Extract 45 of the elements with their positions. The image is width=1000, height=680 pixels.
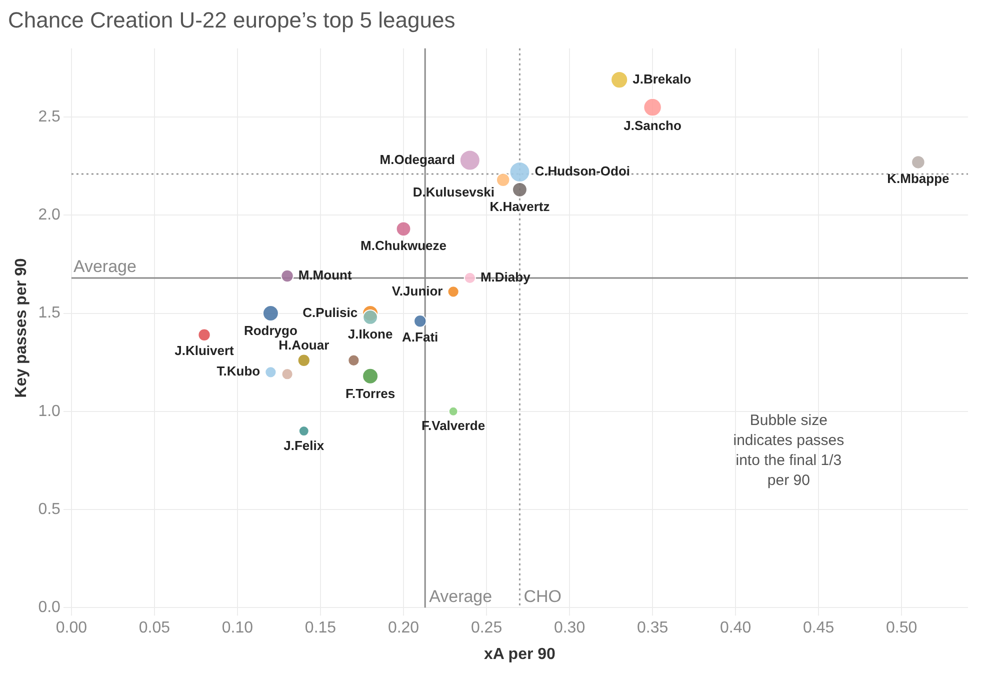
series-label: J.Brekalo	[632, 71, 692, 86]
series-label: Rodrygo	[244, 323, 298, 338]
series-label: J.Sancho	[624, 118, 682, 134]
series-label: F.Torres	[345, 386, 396, 401]
series-label: C.Hudson-Odoi	[534, 164, 630, 179]
y-axis-title: Key passes per 90	[13, 258, 30, 398]
x-tick-label: 0.00	[56, 620, 88, 637]
series-label: M.Odegaard	[380, 152, 455, 167]
series-label: D.Kulusevski	[412, 184, 494, 200]
x-tick-label: 0.20	[388, 620, 420, 637]
series-label: V.Junior	[392, 283, 443, 298]
x-tick-label: 0.15	[304, 620, 336, 637]
series-label: J.Felix	[284, 438, 325, 454]
series-label: M.Diaby	[480, 270, 532, 285]
y-tick-label: 2.0	[38, 206, 61, 224]
series-label: M.Mount	[298, 268, 352, 283]
y-tick-label: 2.5	[38, 108, 61, 126]
x-tick-label: 0.05	[138, 620, 170, 637]
y-tick-label: 1.5	[38, 304, 61, 322]
x-tick-label: 0.50	[886, 620, 918, 637]
x-tick-label: 0.45	[803, 620, 834, 637]
x-tick-label: 0.10	[222, 620, 254, 637]
x-axis-title: xA per 90	[484, 646, 556, 663]
y-tick-label: 0.0	[38, 599, 61, 616]
ref-line-label: CHO	[524, 586, 562, 606]
annotation: Bubble size indicates passes into the final 1/3 per 90	[733, 412, 844, 490]
x-tick-label: 0.40	[720, 620, 752, 637]
series-label: C.Pulisic	[302, 304, 358, 320]
y-tick-label: 0.5	[38, 500, 61, 518]
series-label: K.Mbappe	[887, 170, 950, 186]
x-tick-label: 0.35	[636, 620, 668, 637]
series-label: T.Kubo	[216, 364, 260, 379]
series-label: H.Aouar	[278, 337, 330, 352]
x-tick-label: 0.30	[554, 620, 586, 637]
series-label: K.Havertz	[490, 198, 550, 214]
ref-line-label: Average	[429, 586, 492, 606]
series-label: A.Fati	[402, 329, 438, 344]
ref-line-label: Average	[73, 257, 136, 276]
series-label: J.Ikone	[348, 326, 393, 342]
series-label: J.Kluivert	[174, 343, 235, 358]
y-tick-label: 1.0	[38, 402, 61, 420]
x-tick-label: 0.25	[470, 620, 502, 637]
series-label: M.Chukwueze	[360, 238, 446, 254]
chart-title: Chance Creation U-22 europe’s top 5 leagues	[8, 7, 456, 32]
series-label: F.Valverde	[422, 418, 486, 433]
